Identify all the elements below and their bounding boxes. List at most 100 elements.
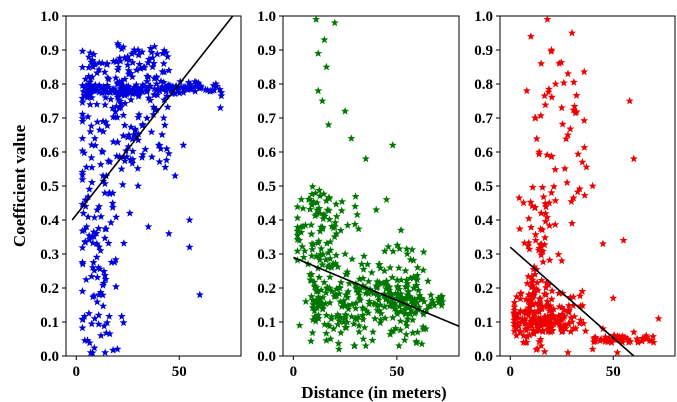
data-point: [375, 278, 384, 286]
data-point: [88, 348, 97, 356]
data-point: [385, 282, 394, 291]
data-point: [409, 284, 418, 292]
data-point: [127, 123, 136, 131]
data-point: [89, 258, 98, 266]
data-point: [380, 302, 389, 311]
data-point: [91, 60, 100, 68]
data-point: [576, 291, 584, 300]
data-point: [588, 345, 597, 353]
data-point: [411, 307, 420, 316]
data-point: [510, 322, 519, 330]
data-point: [148, 62, 157, 71]
data-point: [547, 323, 556, 332]
data-point: [535, 244, 544, 252]
data-point: [84, 52, 93, 61]
data-point: [120, 75, 129, 83]
data-point: [109, 137, 118, 146]
data-point: [322, 196, 331, 205]
data-point: [578, 301, 587, 310]
data-point: [84, 192, 93, 201]
data-point: [310, 278, 319, 286]
data-point: [115, 152, 124, 160]
data-point: [119, 318, 128, 327]
data-point: [160, 46, 169, 54]
data-point: [152, 105, 161, 113]
data-point: [417, 294, 426, 302]
data-point: [544, 85, 553, 93]
data-point: [358, 311, 367, 319]
data-point: [138, 80, 147, 89]
data-point: [330, 222, 339, 231]
data-point: [332, 251, 341, 259]
data-point: [425, 302, 434, 310]
data-point: [307, 251, 316, 260]
data-point: [293, 213, 302, 222]
data-point: [512, 292, 521, 301]
data-point: [403, 314, 412, 323]
data-point: [102, 60, 111, 68]
y-tick-label: 0.5: [257, 179, 276, 195]
data-point: [311, 317, 320, 325]
data-point: [524, 290, 533, 299]
data-point: [589, 337, 598, 346]
data-point: [114, 41, 123, 49]
data-point: [406, 292, 415, 301]
data-point: [373, 282, 382, 291]
data-point: [332, 284, 341, 293]
data-point: [85, 185, 94, 193]
data-point: [99, 301, 108, 310]
data-point: [149, 103, 158, 111]
data-point: [102, 224, 111, 233]
data-point: [538, 225, 547, 234]
data-point: [295, 236, 304, 244]
data-point: [106, 95, 115, 103]
data-point: [307, 337, 315, 345]
data-point: [548, 286, 557, 295]
y-tick-label: 0.1: [257, 315, 276, 331]
data-point: [90, 291, 98, 300]
data-point: [160, 95, 169, 104]
data-point: [538, 183, 547, 191]
data-point: [654, 314, 663, 322]
data-point: [128, 72, 137, 81]
data-point: [413, 271, 422, 279]
y-tick-label: 0.9: [257, 43, 276, 59]
data-point: [514, 313, 523, 322]
data-point: [393, 283, 402, 292]
data-point: [524, 241, 533, 250]
data-point: [389, 326, 398, 335]
y-tick-label: 0.2: [257, 281, 276, 297]
data-point: [322, 329, 331, 337]
data-point: [555, 320, 564, 329]
data-point: [543, 150, 552, 159]
data-point: [150, 42, 159, 50]
data-point: [518, 318, 526, 326]
data-point: [534, 307, 543, 315]
data-point: [396, 316, 405, 325]
data-point: [128, 58, 137, 66]
data-point: [146, 82, 155, 90]
x-tick-label: 50: [172, 364, 187, 380]
y-axis-title: Coefficient value: [10, 124, 29, 247]
data-point: [142, 87, 151, 96]
data-point: [120, 53, 129, 62]
data-point: [87, 178, 96, 186]
data-point: [180, 84, 189, 93]
data-point: [376, 264, 385, 272]
data-point: [358, 303, 367, 312]
data-point: [103, 73, 112, 82]
data-point: [510, 327, 519, 335]
data-point: [305, 195, 314, 203]
data-point: [144, 55, 153, 63]
data-point: [377, 309, 386, 317]
data-point: [551, 315, 560, 323]
data-point: [543, 312, 552, 320]
y-tick-label: 0.3: [257, 247, 276, 263]
data-point: [325, 272, 334, 281]
data-point: [407, 296, 416, 305]
data-point: [344, 301, 352, 309]
data-point: [115, 53, 124, 62]
data-point: [96, 264, 104, 273]
data-point: [569, 193, 578, 202]
data-point: [355, 321, 363, 330]
